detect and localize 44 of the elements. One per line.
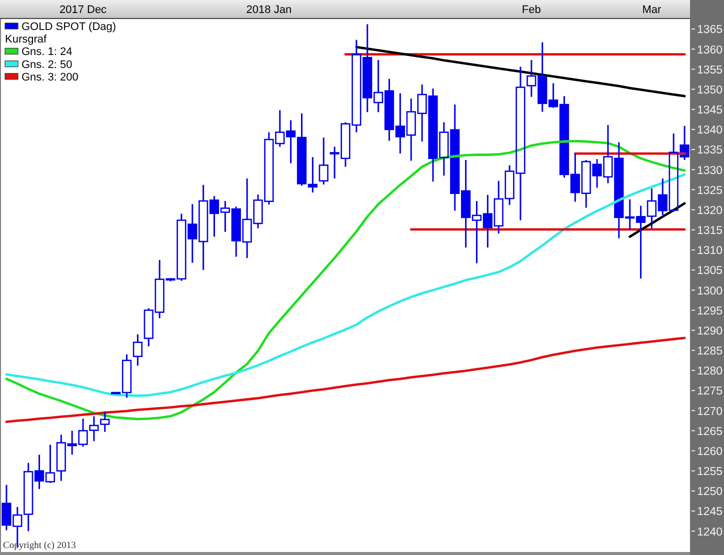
y-tick-label: 1360 [697, 44, 723, 56]
y-tick-label: 1355 [697, 64, 723, 76]
line-series [5, 140, 686, 420]
candlestick [100, 411, 110, 433]
y-tick-label: 1350 [697, 84, 723, 96]
y-tick-label: 1365 [697, 24, 723, 36]
y-tick-label: 1290 [697, 325, 723, 338]
y-tick-label: 1325 [697, 184, 723, 197]
y-tick-label: 1335 [697, 144, 723, 157]
y-tick-label: 1255 [697, 466, 723, 478]
legend-label: Gns. 3: 200 [22, 71, 78, 84]
y-tick-label: 1315 [697, 225, 723, 238]
candlestick [132, 334, 143, 366]
y-tick-label: 1285 [697, 346, 723, 358]
y-tick-label: 1245 [697, 506, 723, 518]
x-tick-label: Mar [642, 4, 662, 16]
x-tick-label: 2017 Dec [59, 4, 108, 16]
y-tick-label: 1345 [697, 104, 723, 117]
y-tick-label: 1300 [697, 285, 723, 298]
line-series [5, 336, 686, 424]
legend-label: Gns. 2: 50 [22, 58, 72, 71]
line-series [355, 46, 686, 98]
y-tick-label: 1340 [697, 124, 723, 137]
annotation: Copyright (c) 2013 [3, 541, 76, 551]
y-tick-label: 1330 [697, 164, 723, 177]
y-tick-label: 1280 [697, 366, 723, 378]
candlestick [318, 136, 328, 186]
legend-label: GOLD SPOT (Dag) [22, 20, 116, 33]
y-tick-label: 1260 [697, 446, 723, 458]
y-tick-label: 1240 [697, 526, 723, 538]
y-tick-label: 1275 [697, 386, 723, 398]
x-tick-label: 2018 Jan [246, 4, 292, 16]
y-tick-label: 1305 [697, 265, 723, 278]
y-tick-label: 1310 [697, 245, 723, 258]
y-tick-label: 1270 [697, 406, 723, 418]
line-series [628, 202, 686, 238]
y-tick-label: 1265 [697, 426, 723, 438]
legend-title: Kursgraf [5, 34, 48, 46]
line-series [5, 173, 686, 397]
y-tick-label: 1295 [697, 305, 723, 318]
y-tick-label: 1250 [697, 486, 723, 498]
y-tick-label: 1320 [697, 204, 723, 217]
legend-label: Gns. 1: 24 [22, 46, 72, 58]
x-tick-label: Feb [522, 4, 541, 16]
